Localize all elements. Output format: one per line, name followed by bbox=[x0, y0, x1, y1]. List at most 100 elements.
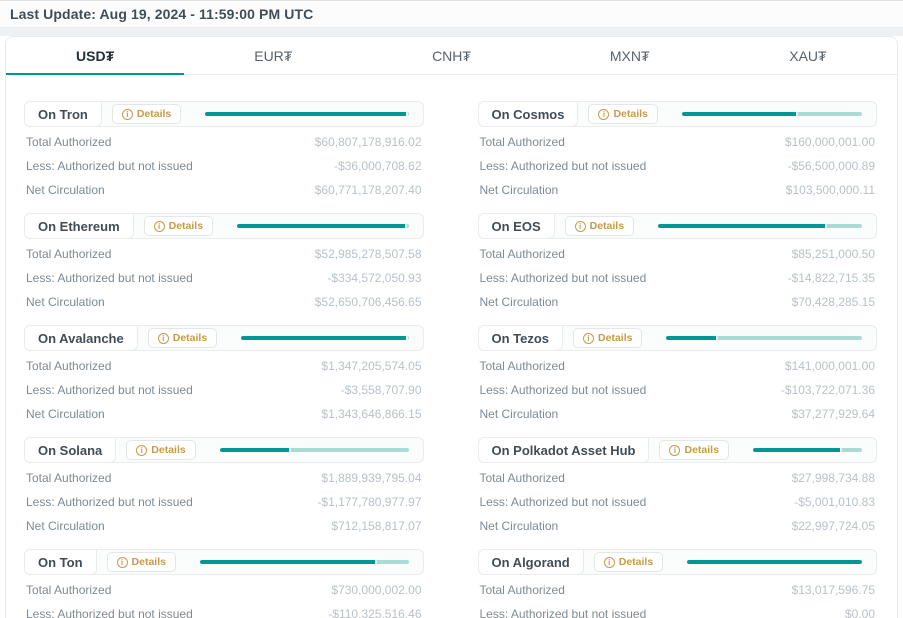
row-label: Total Authorized bbox=[479, 247, 565, 261]
table-row: Less: Authorized but not issued $0.00 bbox=[480, 602, 876, 618]
chain-card-rows: Total Authorized $141,000,001.00 Less: A… bbox=[478, 351, 878, 426]
table-row: Net Circulation $712,158,817.07 bbox=[26, 514, 422, 538]
chain-card: On Solana i Details Total Authorized $1,… bbox=[24, 437, 424, 538]
tab-xaut[interactable]: XAU₮ bbox=[789, 47, 827, 64]
table-row: Net Circulation $22,997,724.05 bbox=[480, 514, 876, 538]
table-row: Less: Authorized but not issued -$5,001,… bbox=[480, 490, 876, 514]
chain-card-rows: Total Authorized $730,000,002.00 Less: A… bbox=[24, 575, 424, 618]
chain-card: On Tron i Details Total Authorized $60,8… bbox=[24, 101, 424, 202]
row-value: $103,500,000.11 bbox=[785, 183, 875, 197]
chain-card-rows: Total Authorized $27,998,734.88 Less: Au… bbox=[478, 463, 878, 538]
tab-cnht[interactable]: CNH₮ bbox=[432, 47, 471, 64]
row-value: -$110,325,516.46 bbox=[328, 607, 422, 618]
chain-card: On Tezos i Details Total Authorized $141… bbox=[477, 325, 878, 426]
details-button[interactable]: i Details bbox=[659, 440, 729, 460]
row-value: $1,889,939,795.04 bbox=[321, 471, 422, 485]
row-label: Net Circulation bbox=[479, 407, 559, 421]
info-icon: i bbox=[153, 220, 165, 232]
row-label: Total Authorized bbox=[479, 135, 565, 149]
details-button[interactable]: i Details bbox=[111, 104, 182, 124]
table-row: Total Authorized $52,985,278,507.58 bbox=[26, 242, 422, 266]
row-label: Less: Authorized but not issued bbox=[479, 271, 647, 285]
details-button[interactable]: i Details bbox=[573, 328, 643, 348]
info-icon: i bbox=[598, 108, 610, 120]
details-button-label: Details bbox=[613, 108, 648, 120]
details-button[interactable]: i Details bbox=[564, 216, 635, 236]
row-label: Less: Authorized but not issued bbox=[26, 271, 193, 285]
row-value: $52,650,706,456.65 bbox=[314, 295, 422, 309]
row-label: Net Circulation bbox=[26, 407, 105, 421]
row-label: Net Circulation bbox=[479, 183, 559, 197]
details-button-label: Details bbox=[618, 556, 654, 568]
chain-card-header: On Cosmos i Details bbox=[477, 101, 877, 127]
table-row: Total Authorized $13,017,596.75 bbox=[480, 578, 876, 602]
row-label: Less: Authorized but not issued bbox=[479, 383, 647, 397]
info-icon: i bbox=[583, 332, 595, 344]
details-button[interactable]: i Details bbox=[588, 104, 658, 124]
chain-name-label: On Avalanche bbox=[24, 325, 138, 351]
table-row: Total Authorized $1,347,205,574.05 bbox=[26, 354, 422, 378]
table-row: Net Circulation $103,500,000.11 bbox=[480, 178, 876, 202]
row-value: $1,347,205,574.05 bbox=[321, 359, 422, 373]
table-row: Net Circulation $70,428,285.15 bbox=[480, 290, 876, 314]
chain-card-rows: Total Authorized $1,347,205,574.05 Less:… bbox=[24, 351, 424, 426]
circulation-progress-bar bbox=[687, 560, 862, 564]
chain-card: On Avalanche i Details Total Authorized … bbox=[24, 325, 424, 426]
circulation-progress-bar bbox=[199, 560, 409, 564]
details-button[interactable]: i Details bbox=[126, 440, 196, 460]
details-button-label: Details bbox=[136, 108, 172, 120]
table-row: Net Circulation $37,277,929.64 bbox=[480, 402, 876, 426]
row-value: -$3,558,707.90 bbox=[340, 383, 422, 397]
chain-card-header: On Ethereum i Details bbox=[24, 213, 424, 239]
table-row: Total Authorized $27,998,734.88 bbox=[480, 466, 876, 490]
row-value: $1,343,646,866.15 bbox=[321, 407, 422, 421]
progress-fill bbox=[681, 112, 799, 116]
table-row: Less: Authorized but not issued -$1,177,… bbox=[26, 490, 422, 514]
row-value: $712,158,817.07 bbox=[331, 519, 422, 533]
progress-fill bbox=[241, 336, 408, 340]
row-label: Net Circulation bbox=[26, 519, 105, 533]
details-button[interactable]: i Details bbox=[147, 328, 218, 348]
circulation-progress-bar bbox=[219, 448, 409, 452]
row-value: -$334,572,050.93 bbox=[327, 271, 422, 285]
info-icon: i bbox=[116, 556, 128, 568]
details-button[interactable]: i Details bbox=[593, 552, 664, 572]
table-row: Less: Authorized but not issued -$3,558,… bbox=[26, 378, 422, 402]
chain-card-header: On Solana i Details bbox=[24, 437, 424, 463]
table-row: Net Circulation $52,650,706,456.65 bbox=[26, 290, 422, 314]
row-value: $0.00 bbox=[844, 607, 875, 618]
table-row: Less: Authorized but not issued -$14,822… bbox=[480, 266, 876, 290]
row-label: Less: Authorized but not issued bbox=[479, 495, 647, 509]
details-button-label: Details bbox=[598, 332, 633, 344]
row-label: Less: Authorized but not issued bbox=[26, 159, 193, 173]
row-label: Net Circulation bbox=[479, 519, 559, 533]
row-label: Total Authorized bbox=[26, 471, 112, 485]
table-row: Net Circulation $1,343,646,866.15 bbox=[26, 402, 422, 426]
details-button-label: Details bbox=[151, 444, 186, 456]
info-icon: i bbox=[121, 108, 133, 120]
circulation-progress-bar bbox=[681, 112, 862, 116]
table-row: Less: Authorized but not issued -$334,57… bbox=[26, 266, 422, 290]
table-row: Less: Authorized but not issued -$56,500… bbox=[480, 154, 876, 178]
tab-eurt[interactable]: EUR₮ bbox=[254, 47, 293, 64]
details-button[interactable]: i Details bbox=[106, 552, 176, 572]
progress-fill bbox=[658, 224, 827, 228]
tab-mxnt[interactable]: MXN₮ bbox=[609, 47, 650, 64]
chain-card: On Algorand i Details Total Authorized $… bbox=[477, 549, 877, 618]
row-value: -$56,500,000.89 bbox=[787, 159, 875, 173]
chain-card: On Ton i Details Total Authorized $730,0… bbox=[24, 549, 424, 618]
tab-usdt[interactable]: USD₮ bbox=[6, 37, 185, 75]
table-row: Total Authorized $85,251,000.50 bbox=[480, 242, 876, 266]
row-label: Total Authorized bbox=[26, 583, 112, 597]
row-label: Total Authorized bbox=[26, 135, 112, 149]
row-value: $730,000,002.00 bbox=[331, 583, 422, 597]
table-row: Total Authorized $141,000,001.00 bbox=[480, 354, 876, 378]
row-label: Total Authorized bbox=[479, 359, 565, 373]
info-icon: i bbox=[136, 444, 148, 456]
details-button[interactable]: i Details bbox=[143, 216, 214, 236]
chain-name-label: On Tezos bbox=[477, 325, 564, 351]
table-row: Total Authorized $160,000,001.00 bbox=[480, 130, 876, 154]
info-icon: i bbox=[669, 444, 681, 456]
table-row: Net Circulation $60,771,178,207.40 bbox=[26, 178, 422, 202]
row-value: $70,428,285.15 bbox=[791, 295, 875, 309]
